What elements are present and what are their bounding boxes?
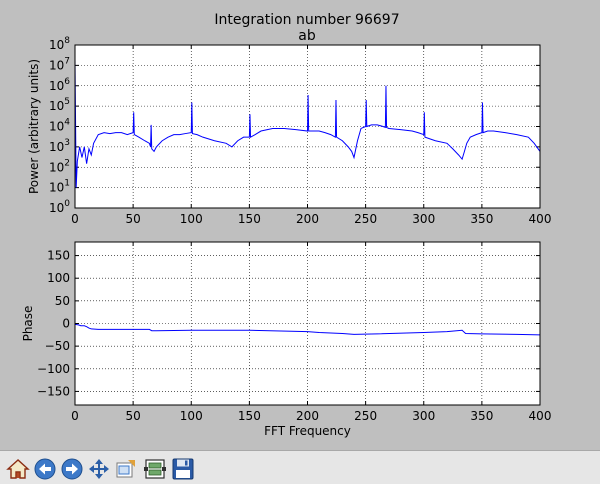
y-tick-label: 102 (49, 158, 70, 174)
y-tick-label: 0 (62, 317, 70, 331)
power-axes: 0 50 100 150 200 250 300 350 400 100 101 102 103 104 1… (27, 36, 551, 226)
x-tick-label: 250 (354, 409, 377, 423)
y-tick-label: 108 (49, 36, 70, 52)
x-tick-label: 0 (71, 212, 79, 226)
y-tick-label: 105 (49, 97, 70, 113)
x-tick-label: 50 (125, 212, 140, 226)
y-tick-label: 106 (49, 77, 70, 93)
home-icon (6, 459, 30, 479)
phase-series-line (74, 323, 541, 336)
chart-subtitle: ab (298, 28, 316, 44)
x-tick-label: 150 (238, 409, 261, 423)
subplots-config-icon (144, 459, 166, 479)
y-tick-label: 107 (49, 56, 70, 72)
power-y-label: Power (arbitrary units) (27, 59, 41, 194)
x-tick-label: 350 (470, 212, 493, 226)
y-tick-label: 150 (47, 249, 70, 263)
chart-title: Integration number 96697 (214, 12, 399, 28)
power-series-line (74, 59, 541, 188)
y-tick-label: −100 (37, 362, 70, 376)
y-tick-label: 100 (49, 199, 70, 215)
x-tick-label: 200 (296, 409, 319, 423)
y-tick-label: 101 (49, 179, 70, 195)
y-tick-label: 100 (47, 271, 70, 285)
y-tick-label: 103 (49, 138, 70, 154)
phase-x-label: FFT Frequency (264, 424, 351, 438)
x-tick-label: 250 (354, 212, 377, 226)
subplots-button[interactable] (141, 455, 167, 481)
x-tick-label: 0 (71, 409, 79, 423)
home-button[interactable] (4, 455, 30, 481)
forward-button[interactable] (58, 455, 84, 481)
forward-arrow-icon (61, 458, 83, 480)
back-arrow-icon (34, 458, 56, 480)
y-tick-label: 50 (55, 294, 70, 308)
x-tick-label: 200 (296, 212, 319, 226)
figure-canvas: Integration number 96697 ab 0 50 100 150 200… (21, 12, 552, 438)
y-tick-label: −150 (37, 384, 70, 398)
phase-axes-frame (74, 241, 541, 406)
y-tick-label: 104 (49, 118, 70, 134)
power-axes-frame (74, 44, 541, 209)
floppy-disk-icon (172, 458, 194, 480)
x-tick-label: 400 (529, 409, 552, 423)
x-tick-label: 350 (470, 409, 493, 423)
x-tick-label: 100 (180, 212, 203, 226)
x-tick-label: 100 (180, 409, 203, 423)
back-button[interactable] (31, 455, 57, 481)
x-tick-label: 50 (125, 409, 140, 423)
x-tick-label: 300 (412, 212, 435, 226)
y-tick-label: −50 (45, 339, 70, 353)
navigation-toolbar (0, 450, 600, 484)
phase-axes: 0 50 100 150 200 250 300 350 400 −150 −100 −50 0 50 10… (21, 241, 552, 438)
zoom-button[interactable] (112, 455, 138, 481)
pan-arrows-icon (89, 459, 109, 479)
x-tick-label: 150 (238, 212, 261, 226)
zoom-rect-icon (116, 460, 135, 478)
x-tick-label: 300 (412, 409, 435, 423)
save-button[interactable] (169, 455, 195, 481)
phase-y-label: Phase (21, 306, 35, 342)
pan-button[interactable] (85, 455, 111, 481)
x-tick-label: 400 (529, 212, 552, 226)
